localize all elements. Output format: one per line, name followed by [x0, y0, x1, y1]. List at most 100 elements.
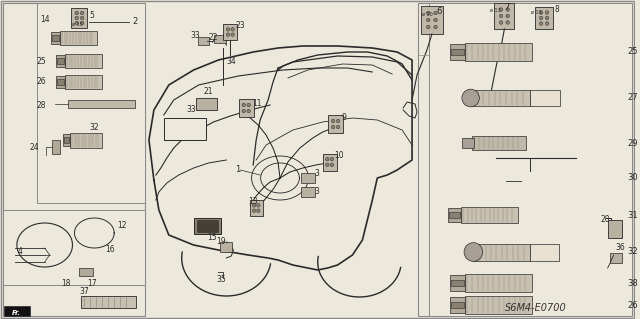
- Text: 38: 38: [627, 278, 638, 287]
- Bar: [472, 136, 526, 150]
- Circle shape: [464, 243, 483, 261]
- Text: 25: 25: [36, 56, 46, 65]
- Polygon shape: [532, 43, 577, 61]
- Text: ø 15: ø 15: [72, 21, 83, 26]
- Text: 7: 7: [504, 4, 510, 12]
- Bar: [3, 210, 145, 285]
- Bar: [58, 58, 64, 64]
- Bar: [451, 302, 464, 308]
- Circle shape: [403, 103, 417, 117]
- Circle shape: [434, 25, 437, 29]
- Circle shape: [20, 250, 30, 260]
- Text: 36: 36: [616, 243, 625, 253]
- Circle shape: [247, 109, 250, 113]
- Text: 19: 19: [216, 238, 226, 247]
- Bar: [607, 220, 621, 238]
- Bar: [63, 134, 70, 146]
- Bar: [450, 44, 465, 60]
- Bar: [535, 7, 553, 29]
- Text: 28: 28: [36, 100, 46, 109]
- Text: 34: 34: [227, 57, 236, 66]
- Bar: [198, 37, 209, 45]
- Text: 3: 3: [315, 169, 319, 179]
- Bar: [65, 54, 102, 68]
- Circle shape: [326, 157, 329, 161]
- Circle shape: [60, 264, 76, 280]
- Circle shape: [80, 21, 84, 25]
- Text: 6: 6: [437, 8, 442, 17]
- Bar: [450, 297, 465, 313]
- Circle shape: [540, 22, 543, 25]
- Text: 30: 30: [627, 174, 638, 182]
- Text: 22: 22: [209, 33, 218, 42]
- Bar: [164, 118, 205, 140]
- Bar: [196, 220, 218, 232]
- Bar: [470, 90, 530, 106]
- Bar: [429, 3, 632, 316]
- Polygon shape: [102, 132, 124, 147]
- Circle shape: [540, 16, 543, 20]
- Circle shape: [196, 99, 207, 109]
- Text: 26: 26: [627, 300, 638, 309]
- Circle shape: [462, 89, 479, 107]
- Circle shape: [242, 103, 246, 107]
- Text: 9: 9: [342, 114, 346, 122]
- Bar: [67, 100, 135, 108]
- Bar: [531, 243, 559, 261]
- Text: 25: 25: [627, 48, 638, 56]
- Circle shape: [75, 11, 79, 15]
- Bar: [64, 137, 69, 143]
- Text: 3: 3: [315, 188, 319, 197]
- Circle shape: [499, 21, 503, 24]
- Text: 17: 17: [88, 279, 97, 288]
- Text: 31: 31: [627, 211, 638, 219]
- Bar: [610, 253, 621, 263]
- Polygon shape: [102, 75, 127, 89]
- Bar: [465, 43, 532, 61]
- Bar: [451, 280, 464, 286]
- Circle shape: [326, 163, 329, 167]
- Bar: [223, 24, 237, 40]
- Circle shape: [75, 16, 79, 20]
- Polygon shape: [526, 136, 566, 150]
- Circle shape: [257, 204, 260, 207]
- Circle shape: [434, 18, 437, 22]
- Text: 5: 5: [90, 11, 94, 20]
- Bar: [421, 6, 443, 34]
- Bar: [79, 268, 93, 276]
- Circle shape: [80, 11, 84, 15]
- Circle shape: [65, 298, 74, 306]
- Circle shape: [506, 14, 509, 18]
- Circle shape: [257, 209, 260, 212]
- Circle shape: [105, 221, 117, 233]
- Bar: [239, 99, 253, 117]
- Text: 26: 26: [36, 78, 46, 86]
- Bar: [323, 153, 337, 170]
- Bar: [449, 212, 460, 218]
- Circle shape: [252, 204, 256, 207]
- Circle shape: [242, 109, 246, 113]
- Text: 1: 1: [236, 166, 241, 174]
- Bar: [448, 208, 461, 222]
- Circle shape: [332, 119, 335, 123]
- Text: ø 10: ø 10: [422, 11, 433, 17]
- Bar: [418, 3, 632, 316]
- Circle shape: [94, 240, 104, 250]
- Circle shape: [506, 21, 509, 24]
- Bar: [461, 138, 474, 148]
- Bar: [4, 306, 30, 316]
- Bar: [220, 242, 232, 252]
- Bar: [52, 140, 60, 154]
- Text: 33: 33: [187, 106, 196, 115]
- Circle shape: [426, 11, 430, 15]
- Polygon shape: [102, 54, 127, 68]
- Circle shape: [252, 209, 256, 212]
- Bar: [3, 3, 145, 316]
- Text: 2: 2: [132, 18, 138, 26]
- Text: 33: 33: [191, 32, 200, 41]
- Text: 23: 23: [236, 21, 245, 31]
- Text: ø 13: ø 13: [490, 8, 501, 12]
- Polygon shape: [8, 308, 28, 316]
- Circle shape: [330, 163, 333, 167]
- Bar: [70, 132, 102, 147]
